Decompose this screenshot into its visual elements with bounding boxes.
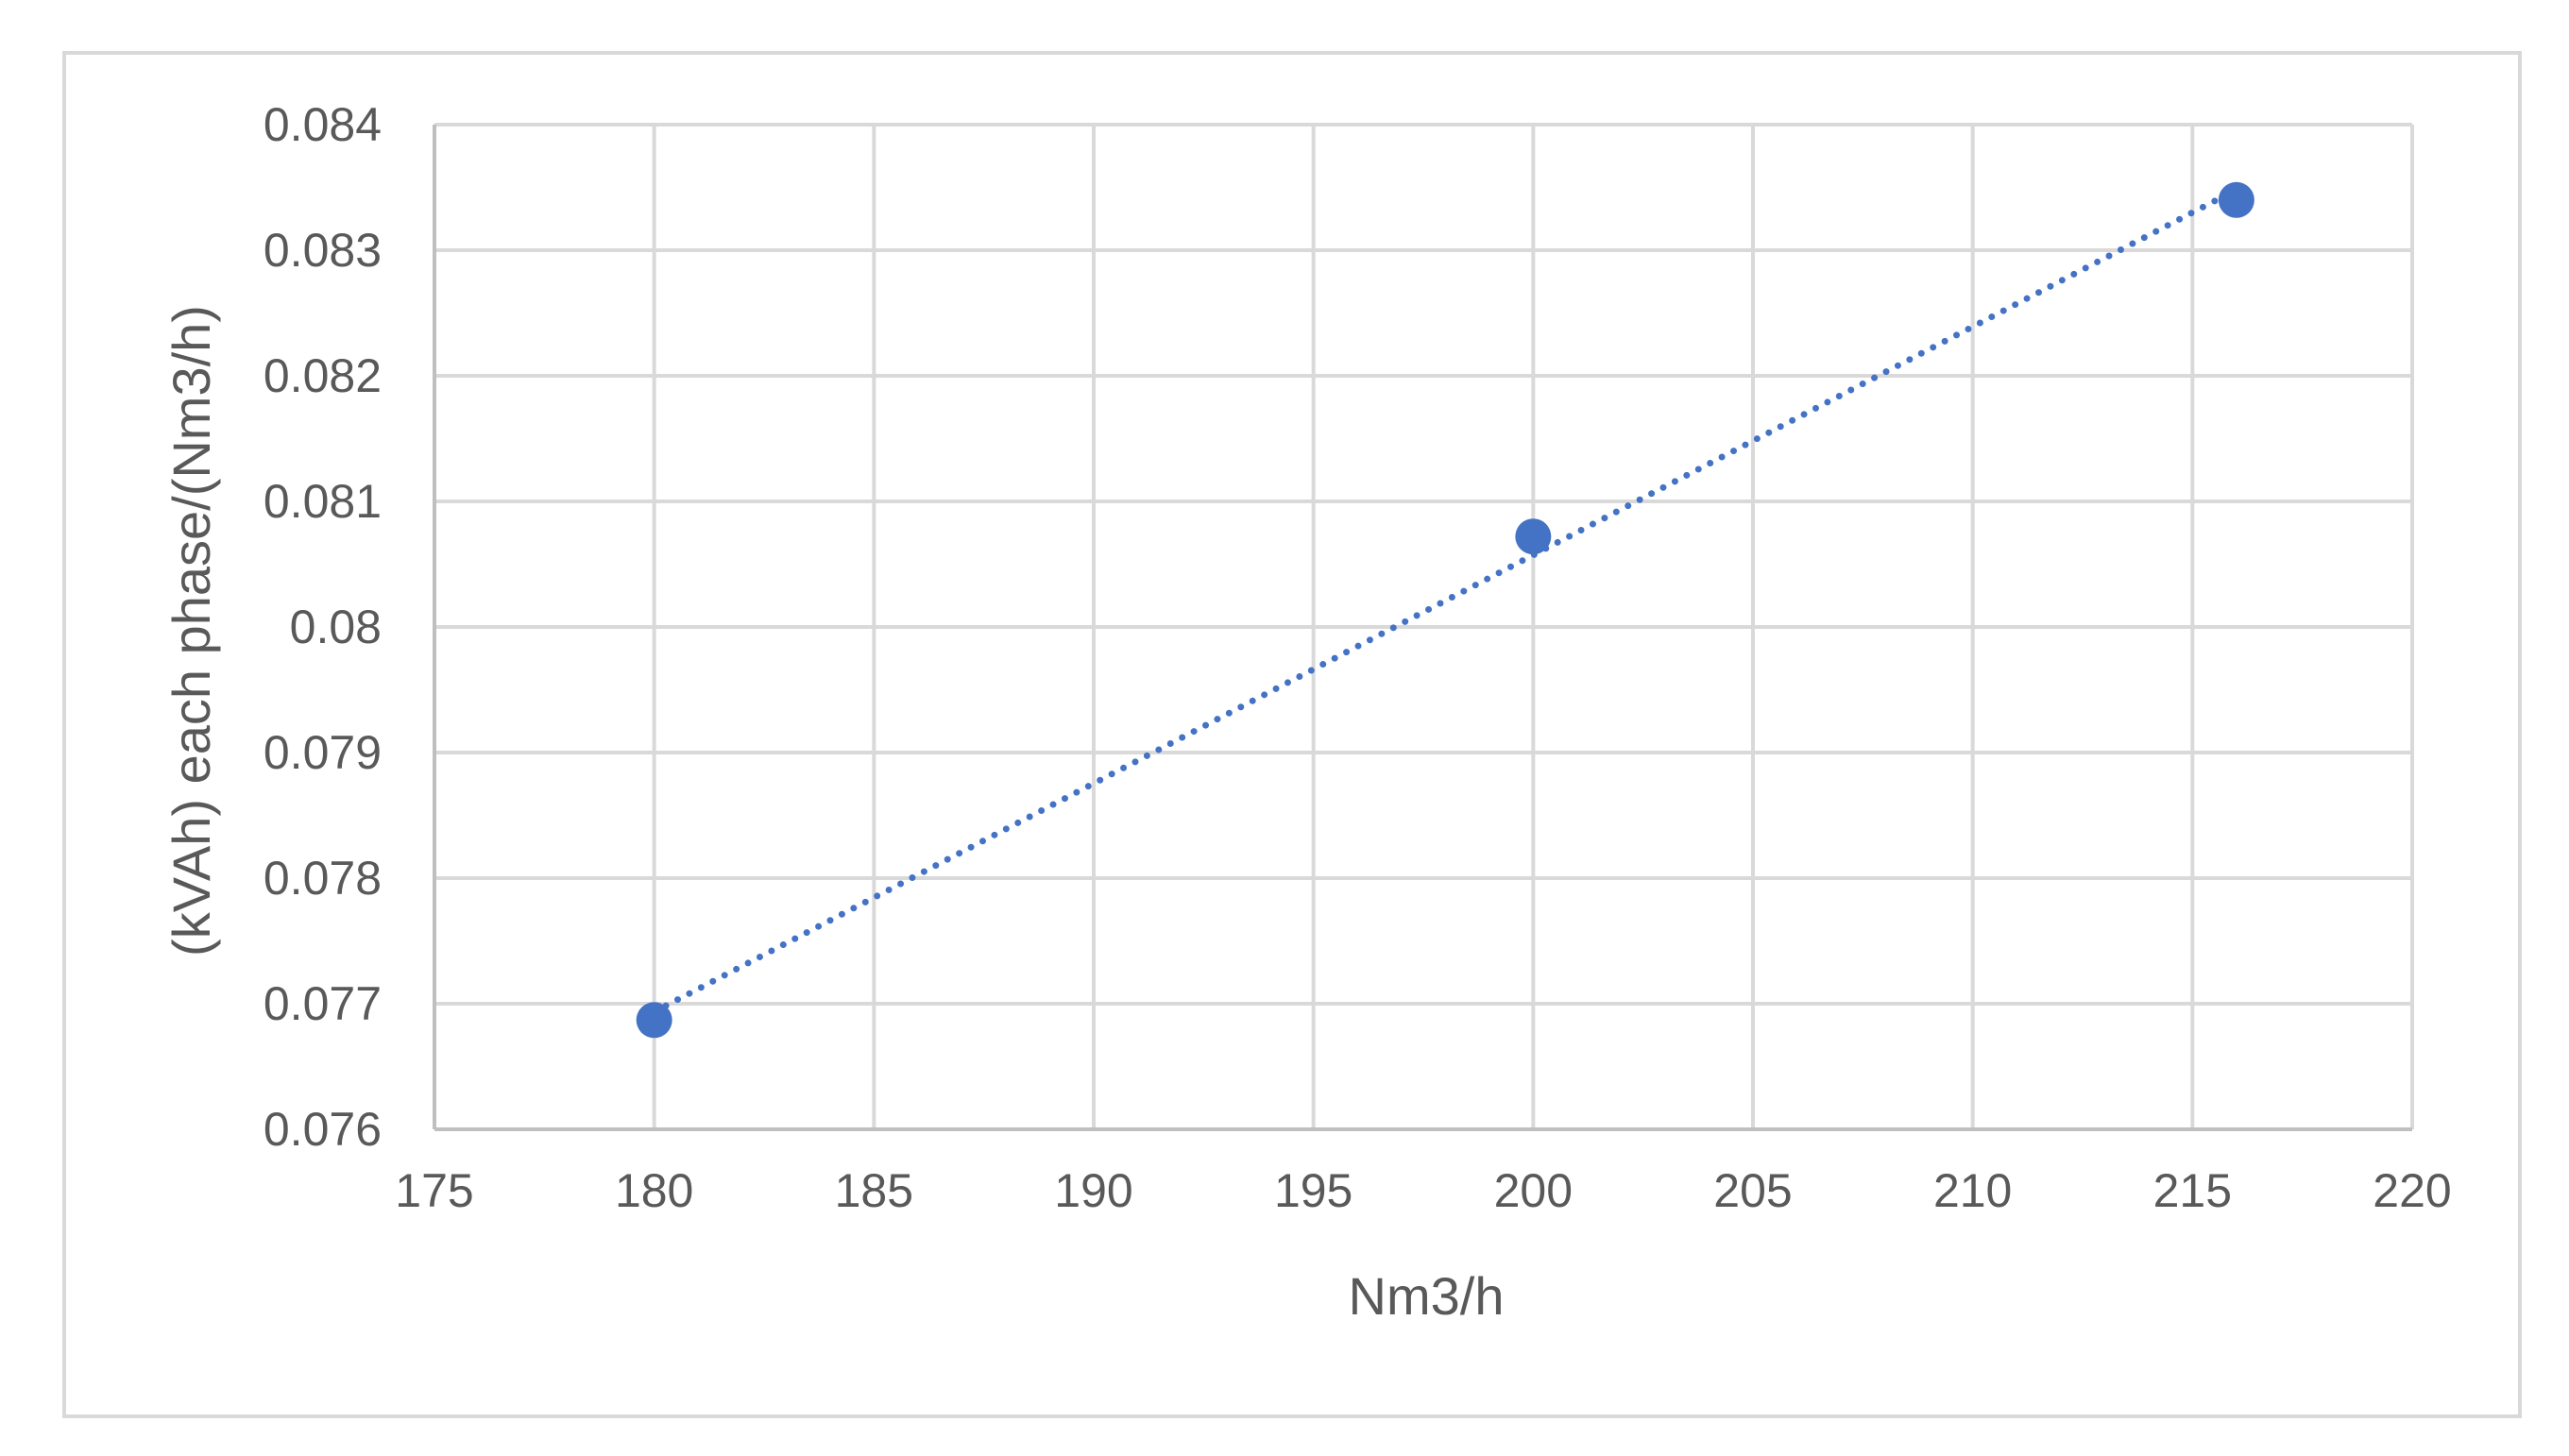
chart-area: [62, 51, 2522, 1418]
x-tick-label: 175: [395, 1164, 473, 1217]
y-axis-title: (kVAh) each phase/(Nm3/h): [162, 305, 221, 957]
x-tick-labels: 175 180 185 190 195 200 205 210 215 220: [395, 1164, 2451, 1217]
y-tick-label: 0.08: [290, 601, 382, 653]
x-tick-label: 205: [1713, 1164, 1792, 1217]
trendline: [651, 186, 2240, 1016]
y-tick-label: 0.084: [264, 98, 382, 151]
x-tick-label: 185: [835, 1164, 913, 1217]
data-point: [636, 1002, 672, 1039]
x-tick-label: 190: [1054, 1164, 1132, 1217]
x-tick-label: 215: [2153, 1164, 2232, 1217]
y-tick-label: 0.081: [264, 475, 382, 528]
data-point: [2218, 181, 2254, 218]
axes: [433, 125, 2412, 1131]
x-tick-label: 200: [1494, 1164, 1573, 1217]
y-tick-label: 0.079: [264, 726, 382, 779]
y-tick-labels: 0.076 0.077 0.078 0.079 0.08 0.081 0.082 0.083 0…: [264, 98, 382, 1156]
y-tick-label: 0.076: [264, 1103, 382, 1156]
y-tick-label: 0.077: [264, 977, 382, 1030]
data-point: [1515, 518, 1552, 555]
y-tick-label: 0.078: [264, 852, 382, 905]
y-tick-label: 0.082: [264, 349, 382, 402]
data-points: [636, 181, 2254, 1039]
y-tick-label: 0.083: [264, 224, 382, 277]
x-tick-label: 210: [1933, 1164, 2012, 1217]
trendline-layer: [651, 186, 2240, 1016]
x-tick-label: 180: [615, 1164, 693, 1217]
x-tick-label: 220: [2373, 1164, 2451, 1217]
gridlines: [433, 123, 2414, 1131]
x-axis-title: Nm3/h: [1349, 1266, 1505, 1326]
x-tick-label: 195: [1274, 1164, 1353, 1217]
